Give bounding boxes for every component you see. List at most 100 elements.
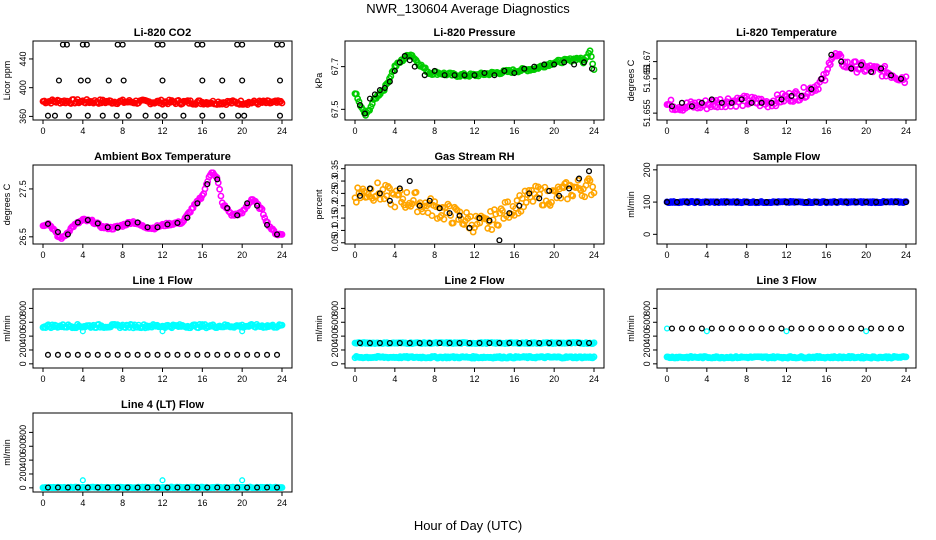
data-point-pressure_avg xyxy=(396,59,403,66)
data-point-line3_avg xyxy=(768,325,775,332)
data-point-box_temp_avg xyxy=(114,224,121,231)
y-tick-label: 400 xyxy=(18,80,28,95)
data-point-pressure_avg xyxy=(461,72,468,79)
data-point-pressure_avg xyxy=(521,65,528,72)
data-point-line4_avg xyxy=(94,484,101,491)
data-point-rh xyxy=(428,212,436,220)
data-point-line1_avg xyxy=(174,351,181,358)
x-tick-label: 0 xyxy=(40,374,45,384)
data-point-temp_avg xyxy=(878,65,885,72)
panel-title: Sample Flow xyxy=(753,151,821,163)
data-point-rh xyxy=(410,196,417,204)
figure-title: NWR_130604 Average Diagnostics xyxy=(366,1,570,16)
x-tick-label: 0 xyxy=(664,374,669,384)
x-tick-label: 0 xyxy=(40,250,45,260)
data-point-box_temp_avg xyxy=(54,228,61,236)
data-point-temp_avg xyxy=(728,99,735,106)
x-tick-label: 24 xyxy=(277,250,287,260)
y-axis-label: degrees C xyxy=(626,59,636,101)
data-point-rh_avg xyxy=(526,190,533,197)
data-point-pressure_avg xyxy=(541,61,548,68)
data-point-temp_avg xyxy=(818,75,825,82)
x-tick-label: 12 xyxy=(157,374,167,384)
data-point-sample_flow_avg xyxy=(733,199,740,206)
data-point-line2_avg xyxy=(476,340,483,347)
data-point-rh_avg xyxy=(426,197,433,204)
data-point-pressure_avg xyxy=(386,78,393,85)
data-point-ref_low xyxy=(219,112,226,119)
data-point-line2_avg xyxy=(506,340,513,347)
y-tick-label: 0 xyxy=(642,361,652,366)
data-point-pressure_avg xyxy=(431,67,438,74)
data-point-rh_avg xyxy=(416,202,423,209)
data-point-line2_avg xyxy=(376,340,383,347)
data-point-ref_low xyxy=(142,112,149,119)
data-point-ref_mid xyxy=(239,77,246,84)
data-point-temp_avg xyxy=(788,92,795,100)
data-point-line2_flow xyxy=(590,353,598,361)
y-tick-label: 200 xyxy=(18,466,28,481)
y-axis-label: ml/min xyxy=(626,315,636,342)
data-point-line3_high xyxy=(863,328,870,335)
data-point-pressure_avg xyxy=(441,72,448,79)
data-point-box_temp_avg xyxy=(164,221,171,228)
panel-title: Line 1 Flow xyxy=(133,275,193,287)
data-point-line2_avg xyxy=(486,340,493,347)
data-point-line3_avg xyxy=(838,325,845,332)
y-tick-label: 200 xyxy=(18,342,28,357)
data-point-rh_avg xyxy=(366,185,373,192)
x-tick-label: 20 xyxy=(237,126,247,136)
data-point-ref_high xyxy=(199,42,206,48)
data-point-rh xyxy=(492,210,500,218)
x-tick-label: 8 xyxy=(120,374,125,384)
plot-marks xyxy=(663,325,910,362)
data-point-rh xyxy=(564,195,571,203)
data-point-line1_avg xyxy=(124,351,131,358)
data-point-temp xyxy=(707,103,715,111)
data-point-pressure_avg xyxy=(588,65,596,72)
data-point-line1_avg xyxy=(64,351,71,358)
data-point-line4_avg xyxy=(174,484,181,491)
data-point-temp_avg xyxy=(678,99,685,106)
data-point-rh xyxy=(374,179,381,187)
data-point-line3_avg xyxy=(848,325,855,332)
data-point-sample_flow_avg xyxy=(813,199,820,206)
x-tick-label: 20 xyxy=(861,250,871,260)
data-point-ref_high xyxy=(154,42,161,48)
data-point-line3_flow xyxy=(902,353,910,361)
x-tick-label: 16 xyxy=(197,250,207,260)
data-point-ref_high xyxy=(234,42,241,48)
data-point-rh xyxy=(408,200,416,208)
x-tick-label: 4 xyxy=(704,374,709,384)
data-point-line3_avg xyxy=(718,325,725,332)
data-point-line1_avg xyxy=(44,351,52,358)
data-point-rh xyxy=(412,188,420,196)
data-point-rh xyxy=(581,193,589,201)
data-point-line1_avg xyxy=(94,351,101,358)
data-point-ref_low xyxy=(51,112,58,119)
data-point-rh_avg xyxy=(566,185,573,192)
data-point-line1_avg xyxy=(264,351,271,358)
data-point-ref_high xyxy=(194,42,201,48)
x-tick-label: 0 xyxy=(352,126,357,136)
x-tick-label: 12 xyxy=(469,126,479,136)
data-point-line1_avg xyxy=(144,351,151,358)
y-tick-label: 51.665 xyxy=(642,65,652,93)
data-point-pressure_avg xyxy=(491,72,498,79)
data-point-line4_avg xyxy=(124,484,131,491)
y-tick-label: 0 xyxy=(330,361,340,366)
data-point-sample_flow_avg xyxy=(833,199,840,206)
data-point-ref_high xyxy=(114,42,121,48)
x-tick-label: 24 xyxy=(589,126,599,136)
data-point-temp xyxy=(902,73,910,81)
x-tick-label: 8 xyxy=(120,126,125,136)
plot-marks xyxy=(351,47,598,119)
data-point-rh xyxy=(525,187,533,194)
data-point-temp_avg xyxy=(688,103,695,110)
y-tick-label: 600 xyxy=(18,315,28,330)
data-point-line3_avg xyxy=(698,325,705,332)
data-point-sample_flow_avg xyxy=(892,199,900,206)
data-point-pressure_avg xyxy=(580,59,588,66)
y-tick-label: 0 xyxy=(18,485,28,490)
